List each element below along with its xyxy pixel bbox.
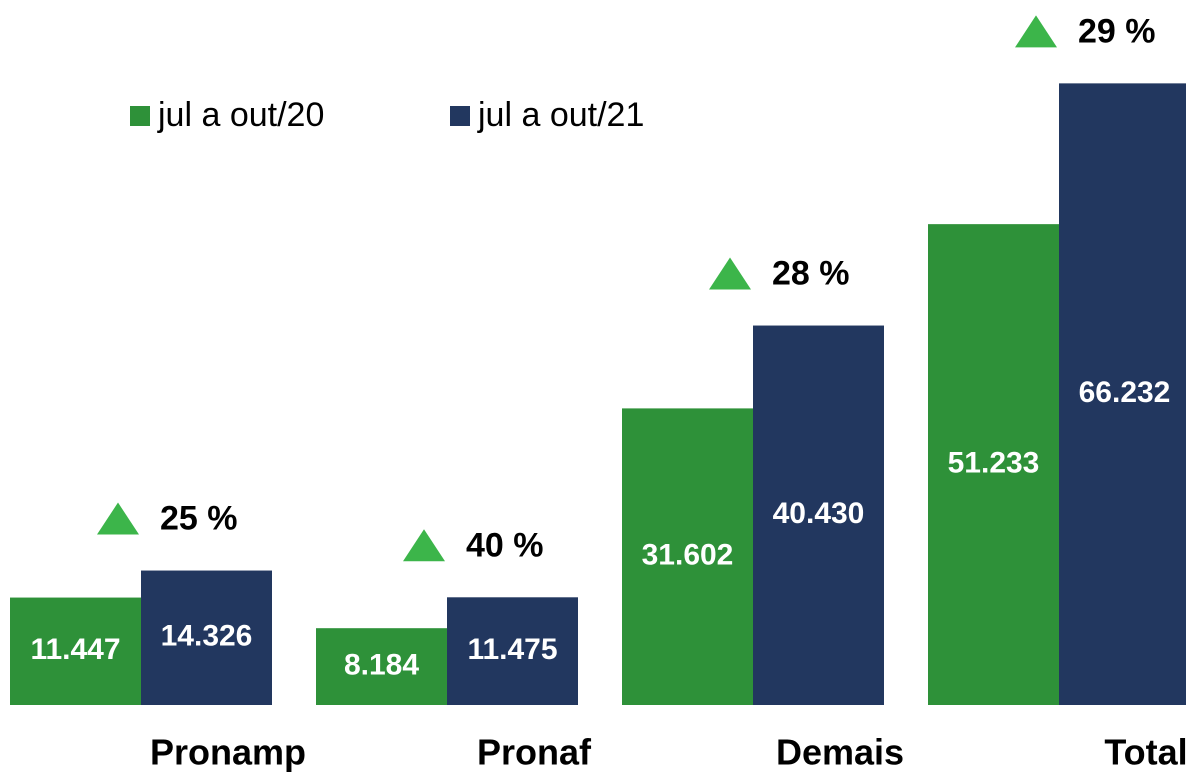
value-label: 11.475 xyxy=(467,633,557,666)
up-triangle xyxy=(1015,15,1057,48)
category-label: Pronamp xyxy=(150,732,306,773)
category-label: Pronaf xyxy=(477,732,592,773)
change-label: 40 % xyxy=(466,526,544,564)
category-label: Total xyxy=(1104,732,1186,773)
change-label: 28 % xyxy=(772,255,850,293)
value-label: 11.447 xyxy=(30,633,120,666)
legend-label: jul a out/21 xyxy=(477,96,644,134)
category-label: Demais xyxy=(776,732,904,773)
change-label: 29 % xyxy=(1078,12,1156,50)
value-label: 14.326 xyxy=(161,620,253,653)
legend-label: jul a out/20 xyxy=(157,96,324,134)
value-label: 31.602 xyxy=(642,539,734,572)
bar xyxy=(447,597,578,705)
up-triangle xyxy=(97,502,139,535)
bar xyxy=(316,628,447,705)
bar xyxy=(753,325,884,705)
bar xyxy=(928,224,1059,705)
up-triangle xyxy=(709,257,751,290)
change-label: 25 % xyxy=(160,500,238,538)
legend-swatch xyxy=(450,106,470,126)
bar xyxy=(1059,83,1186,706)
bar xyxy=(622,408,753,705)
up-triangle xyxy=(403,529,445,562)
value-label: 51.233 xyxy=(948,446,1040,479)
legend-swatch xyxy=(130,106,150,126)
bar xyxy=(141,570,272,705)
value-label: 66.232 xyxy=(1079,376,1171,409)
value-label: 8.184 xyxy=(344,649,419,682)
bar xyxy=(10,597,141,705)
value-label: 40.430 xyxy=(773,497,865,530)
